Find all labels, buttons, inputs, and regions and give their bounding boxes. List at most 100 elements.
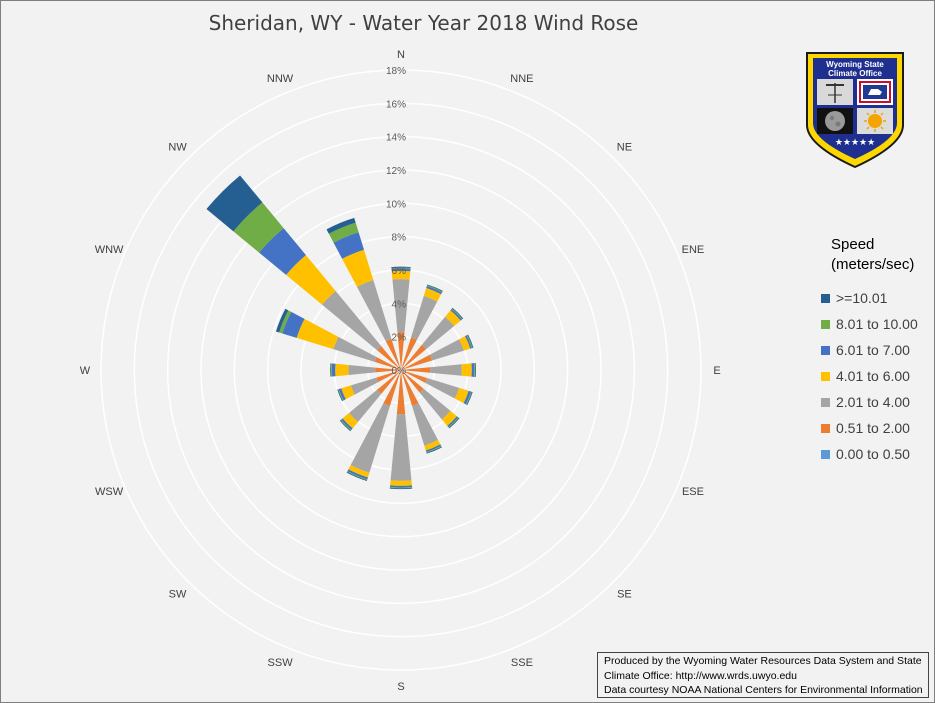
radial-tick-label: 4% xyxy=(392,299,407,310)
grid-ring-12 xyxy=(200,169,602,571)
bar-ESE-6-01-to-7-00 xyxy=(463,390,472,405)
legend-title: Speed (meters/sec) xyxy=(831,235,934,275)
bar-ENE-8-01-to-10-00 xyxy=(466,334,473,349)
bar-SW-6-01-to-7-00 xyxy=(341,418,353,430)
bar-W-0-51-to-2-00 xyxy=(375,367,401,373)
bar-W-2-01-to-4-00 xyxy=(348,365,376,375)
bar-W--10-01 xyxy=(330,363,332,377)
bar-SW-8-01-to-10-00 xyxy=(340,419,352,431)
bar-NNW-0-51-to-2-00 xyxy=(385,338,401,370)
radial-tick-label: 18% xyxy=(386,66,406,77)
legend-item: 2.01 to 4.00 xyxy=(819,389,934,415)
direction-label-sse: SSE xyxy=(511,657,533,669)
chart-title: Sheridan, WY - Water Year 2018 Wind Rose xyxy=(208,11,639,35)
bar-SW-0-51-to-2-00 xyxy=(377,370,401,394)
radial-tick-label: 10% xyxy=(386,199,406,210)
bar-S-4-01-to-6-00 xyxy=(390,480,412,486)
direction-label-ne: NE xyxy=(617,142,632,154)
bar-NW--10-01 xyxy=(206,175,263,232)
bar-S-6-01-to-7-00 xyxy=(389,485,413,488)
bar-NE-0-00-to-0-50 xyxy=(401,369,402,370)
bar-N-8-01-to-10-00 xyxy=(391,267,411,269)
credit-line2: Climate Office: http://www.wrds.uwyo.edu xyxy=(604,669,797,682)
legend-label: 8.01 to 10.00 xyxy=(836,316,918,332)
radial-tick-label: 12% xyxy=(386,166,406,177)
bar-WSW--10-01 xyxy=(337,389,343,402)
radial-tick-label: 14% xyxy=(386,133,406,144)
direction-label-nne: NNE xyxy=(510,73,533,85)
grid-ring-10 xyxy=(233,202,569,538)
bar-NW-4-01-to-6-00 xyxy=(286,255,336,305)
radial-tick-label: 0% xyxy=(392,366,407,377)
bar-SSW-0-51-to-2-00 xyxy=(383,370,401,406)
grid-ring-16 xyxy=(133,102,669,638)
bar-NE-0-51-to-2-00 xyxy=(401,344,427,370)
bar-ENE-6-01-to-7-00 xyxy=(465,335,472,349)
bar-SSW-6-01-to-7-00 xyxy=(347,469,368,480)
bar-S--10-01 xyxy=(389,487,413,490)
legend-label: 0.51 to 2.00 xyxy=(836,420,910,436)
bar-SSW-8-01-to-10-00 xyxy=(347,471,368,481)
bar-WNW-0-51-to-2-00 xyxy=(374,357,401,370)
bar-NW-0-00-to-0-50 xyxy=(400,369,401,370)
bar-NW-0-51-to-2-00 xyxy=(377,346,401,370)
bar-WSW-6-01-to-7-00 xyxy=(338,388,346,401)
bar-E-8-01-to-10-00 xyxy=(474,363,476,377)
credit-line1: Produced by the Wyoming Water Resources … xyxy=(604,655,922,667)
direction-label-nnw: NNW xyxy=(267,73,294,85)
bar-SSW-4-01-to-6-00 xyxy=(348,465,370,478)
badge-title-line1: Wyoming State xyxy=(826,60,884,69)
legend-swatch xyxy=(821,397,830,407)
bar-WNW-6-01-to-7-00 xyxy=(282,311,305,338)
legend-label: 6.01 to 7.00 xyxy=(836,342,910,358)
legend-item: 8.01 to 10.00 xyxy=(819,311,934,337)
direction-label-wsw: WSW xyxy=(95,486,124,498)
bar-S-0-51-to-2-00 xyxy=(396,370,406,415)
bar-SSE-2-01-to-4-00 xyxy=(412,403,439,446)
radial-tick-label: 2% xyxy=(392,333,407,344)
direction-label-ese: ESE xyxy=(682,486,704,498)
bar-E-4-01-to-6-00 xyxy=(461,363,472,377)
grid-ring-8 xyxy=(266,235,536,505)
bar-SSE-6-01-to-7-00 xyxy=(425,444,442,453)
legend-label: 4.01 to 6.00 xyxy=(836,368,910,384)
bar-ESE--10-01 xyxy=(466,391,473,406)
direction-label-ssw: SSW xyxy=(268,657,294,669)
legend-title-line1: Speed xyxy=(831,236,875,253)
bar-S-8-01-to-10-00 xyxy=(389,486,413,489)
bar-SE-6-01-to-7-00 xyxy=(447,416,459,428)
bar-NE--10-01 xyxy=(451,307,464,320)
radial-tick-label: 6% xyxy=(392,266,407,277)
badge-title-line2: Climate Office xyxy=(828,69,882,78)
bar-E--10-01 xyxy=(474,362,477,378)
bar-ESE-4-01-to-6-00 xyxy=(454,387,469,404)
bar-ENE-2-01-to-4-00 xyxy=(429,339,464,361)
bar-NNW-4-01-to-6-00 xyxy=(342,249,374,287)
legend-label: >=10.01 xyxy=(836,290,888,306)
bar-WNW--10-01 xyxy=(275,308,289,333)
legend-swatch xyxy=(821,345,830,355)
direction-label-se: SE xyxy=(617,588,632,600)
legend-item: >=10.01 xyxy=(819,285,934,311)
bar-E-2-01-to-4-00 xyxy=(430,364,462,376)
bar-SW-2-01-to-4-00 xyxy=(348,389,382,423)
bar-NE-4-01-to-6-00 xyxy=(445,310,461,326)
radial-tick-label: 8% xyxy=(392,233,407,244)
direction-label-nw: NW xyxy=(168,142,187,154)
bar-SE--10-01 xyxy=(448,417,460,429)
bar-N-2-01-to-4-00 xyxy=(392,279,410,333)
grid-ring-18 xyxy=(100,69,702,671)
legend-swatch xyxy=(821,449,830,459)
legend-swatch xyxy=(821,319,830,329)
bar-ESE-8-01-to-10-00 xyxy=(465,391,472,405)
bar-WSW-8-01-to-10-00 xyxy=(338,389,344,401)
bar-W-8-01-to-10-00 xyxy=(331,363,333,377)
legend-label: 2.01 to 4.00 xyxy=(836,394,910,410)
bar-NNE-2-01-to-4-00 xyxy=(411,295,438,340)
bar-SE-8-01-to-10-00 xyxy=(448,417,459,428)
legend-swatch xyxy=(821,371,830,381)
legend-swatch xyxy=(821,423,830,433)
bar-E-6-01-to-7-00 xyxy=(471,363,475,377)
direction-label-wnw: WNW xyxy=(95,244,124,256)
